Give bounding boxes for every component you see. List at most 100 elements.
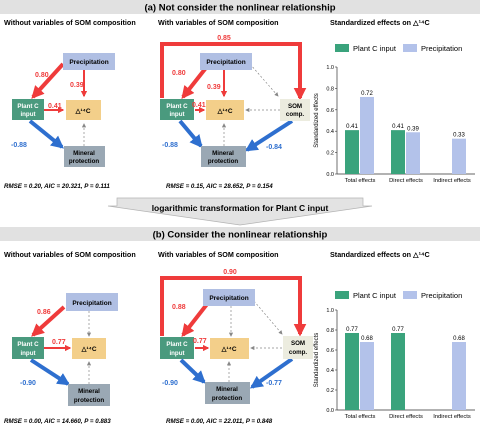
coef-precip-to-plant: 0.80 — [172, 70, 186, 77]
arrow-precip-to-plant — [33, 64, 63, 97]
node-c14-label: △¹⁴C — [220, 346, 236, 353]
coef-som-to-mineral: -0.84 — [266, 144, 282, 151]
node-c14-label: △¹⁴C — [216, 108, 232, 115]
y-tick-label: 0.2 — [326, 151, 334, 157]
legend-swatch — [335, 291, 349, 299]
node-plant-label-1: Plant C — [166, 103, 188, 110]
node-mineral-label-1: Mineral — [216, 386, 238, 393]
x-tick-label: Direct effects — [389, 414, 423, 420]
bar — [391, 130, 405, 174]
bar-data-label: 0.39 — [407, 126, 419, 132]
node-plant-label-2: input — [169, 350, 184, 357]
coef-precip-to-c14: 0.39 — [70, 82, 84, 89]
legend-label: Plant C input — [353, 44, 397, 53]
x-tick-label: Total effects — [345, 178, 376, 184]
y-tick-label: 0.6 — [326, 108, 334, 114]
y-tick-label: 1.0 — [326, 65, 334, 71]
bar-data-label: 0.68 — [453, 336, 465, 342]
panel-a-diagram1: Precipitation Plant C input △¹⁴C Mineral… — [4, 53, 115, 190]
node-plant-label-2: input — [20, 350, 35, 357]
panel-b-diagram2-title: With variables of SOM composition — [158, 250, 279, 259]
panel-a-header: (a) Not consider the nonlinear relations… — [144, 3, 335, 14]
bar — [452, 139, 466, 174]
y-axis-label: Standardized effects — [314, 93, 320, 148]
node-mineral-label-2: protection — [69, 158, 99, 165]
y-tick-label: 0.0 — [326, 408, 334, 414]
bar — [391, 333, 405, 410]
node-mineral-label-1: Mineral — [78, 388, 100, 395]
x-tick-label: Total effects — [345, 414, 376, 420]
legend-label: Plant C input — [353, 291, 397, 300]
panel-a-diagram2-title: With variables of SOM composition — [158, 18, 279, 27]
bar — [345, 333, 359, 410]
coef-top-loop: 0.85 — [217, 35, 231, 42]
node-plant-label-1: Plant C — [17, 341, 39, 348]
y-tick-label: 0.4 — [326, 368, 334, 374]
coef-plant-to-c14: 0.77 — [52, 339, 66, 346]
bar — [360, 342, 374, 410]
bar — [452, 342, 466, 410]
panel-b-diagram1-title: Without variables of SOM composition — [4, 250, 136, 259]
bar — [406, 132, 420, 174]
bar-data-label: 0.41 — [346, 124, 358, 130]
node-c14-label: △¹⁴C — [74, 108, 90, 115]
coef-precip-to-plant: 0.86 — [37, 309, 51, 316]
arrow-plant-to-mineral — [180, 121, 201, 146]
bar — [345, 130, 359, 174]
coef-plant-to-c14: 0.41 — [48, 103, 62, 110]
coef-plant-to-c14: 0.41 — [192, 102, 206, 109]
y-tick-label: 0.8 — [326, 328, 334, 334]
legend-swatch — [403, 44, 417, 52]
coef-som-to-mineral: -0.77 — [266, 380, 282, 387]
panel-b-header: (b) Consider the nonlinear relationship — [153, 230, 328, 241]
coef-plant-to-mineral: -0.88 — [11, 142, 27, 149]
x-tick-label: Indirect effects — [433, 414, 471, 420]
node-som-label-1: SOM — [291, 340, 305, 347]
bar-data-label: 0.72 — [361, 91, 373, 97]
transform-arrow: logarithmic transformation for Plant C i… — [108, 198, 372, 225]
node-plant-label-2: input — [169, 111, 184, 118]
node-mineral-label-2: protection — [208, 158, 238, 165]
model-fit: RMSE = 0.00, AIC = 14.660, P = 0.883 — [4, 418, 111, 425]
chart-b: Plant C input Precipitation 0.0 0.2 0.4 0.6 0.… — [314, 291, 475, 420]
bar-data-label: 0.68 — [361, 336, 373, 342]
x-tick-label: Direct effects — [389, 178, 423, 184]
node-plant-label-1: Plant C — [166, 341, 188, 348]
arrow-plant-to-mineral — [30, 121, 62, 147]
coef-plant-to-c14: 0.77 — [193, 338, 207, 345]
y-tick-label: 1.0 — [326, 308, 334, 314]
model-fit: RMSE = 0.15, AIC = 28.652, P = 0.154 — [166, 183, 273, 190]
node-mineral-label-1: Mineral — [212, 150, 234, 157]
node-precipitation-label: Precipitation — [206, 59, 245, 66]
coef-precip-to-plant: 0.80 — [35, 72, 49, 79]
panel-a-chart-title: Standardized effects on △¹⁴C — [330, 18, 430, 27]
arrow-plant-to-mineral — [181, 360, 204, 382]
legend-label: Precipitation — [421, 291, 462, 300]
node-som-label-1: SOM — [288, 103, 302, 110]
node-som-label-2: comp. — [286, 111, 305, 118]
y-tick-label: 0.6 — [326, 348, 334, 354]
y-tick-label: 0.4 — [326, 129, 334, 135]
chart-a: Plant C input Precipitation 0.0 0.2 0.4 0.6 0.… — [314, 44, 475, 184]
legend-label: Precipitation — [421, 44, 462, 53]
node-c14-label: △¹⁴C — [80, 346, 96, 353]
model-fit: RMSE = 0.00, AIC = 22.011, P = 0.848 — [166, 418, 273, 425]
node-plant-label-2: input — [20, 111, 35, 118]
coef-plant-to-mineral: -0.88 — [162, 142, 178, 149]
node-mineral-label-2: protection — [74, 397, 104, 404]
node-plant-label-1: Plant C — [17, 103, 39, 110]
model-fit: RMSE = 0.20, AIC = 20.321, P = 0.111 — [4, 183, 110, 190]
y-tick-label: 0.2 — [326, 388, 334, 394]
panel-a-diagram1-title: Without variables of SOM composition — [4, 18, 136, 27]
bar-data-label: 0.77 — [346, 327, 358, 333]
panel-b-chart-title: Standardized effects on △¹⁴C — [330, 250, 430, 259]
y-axis-label: Standardized effects — [314, 333, 320, 388]
node-mineral-label-1: Mineral — [73, 150, 95, 157]
x-tick-label: Indirect effects — [433, 178, 471, 184]
bar — [360, 97, 374, 174]
panel-b-diagram2: Precipitation Plant C input △¹⁴C Mineral… — [160, 269, 313, 425]
coef-plant-to-mineral: -0.90 — [162, 380, 178, 387]
coef-plant-to-mineral: -0.90 — [20, 380, 36, 387]
legend-swatch — [335, 44, 349, 52]
